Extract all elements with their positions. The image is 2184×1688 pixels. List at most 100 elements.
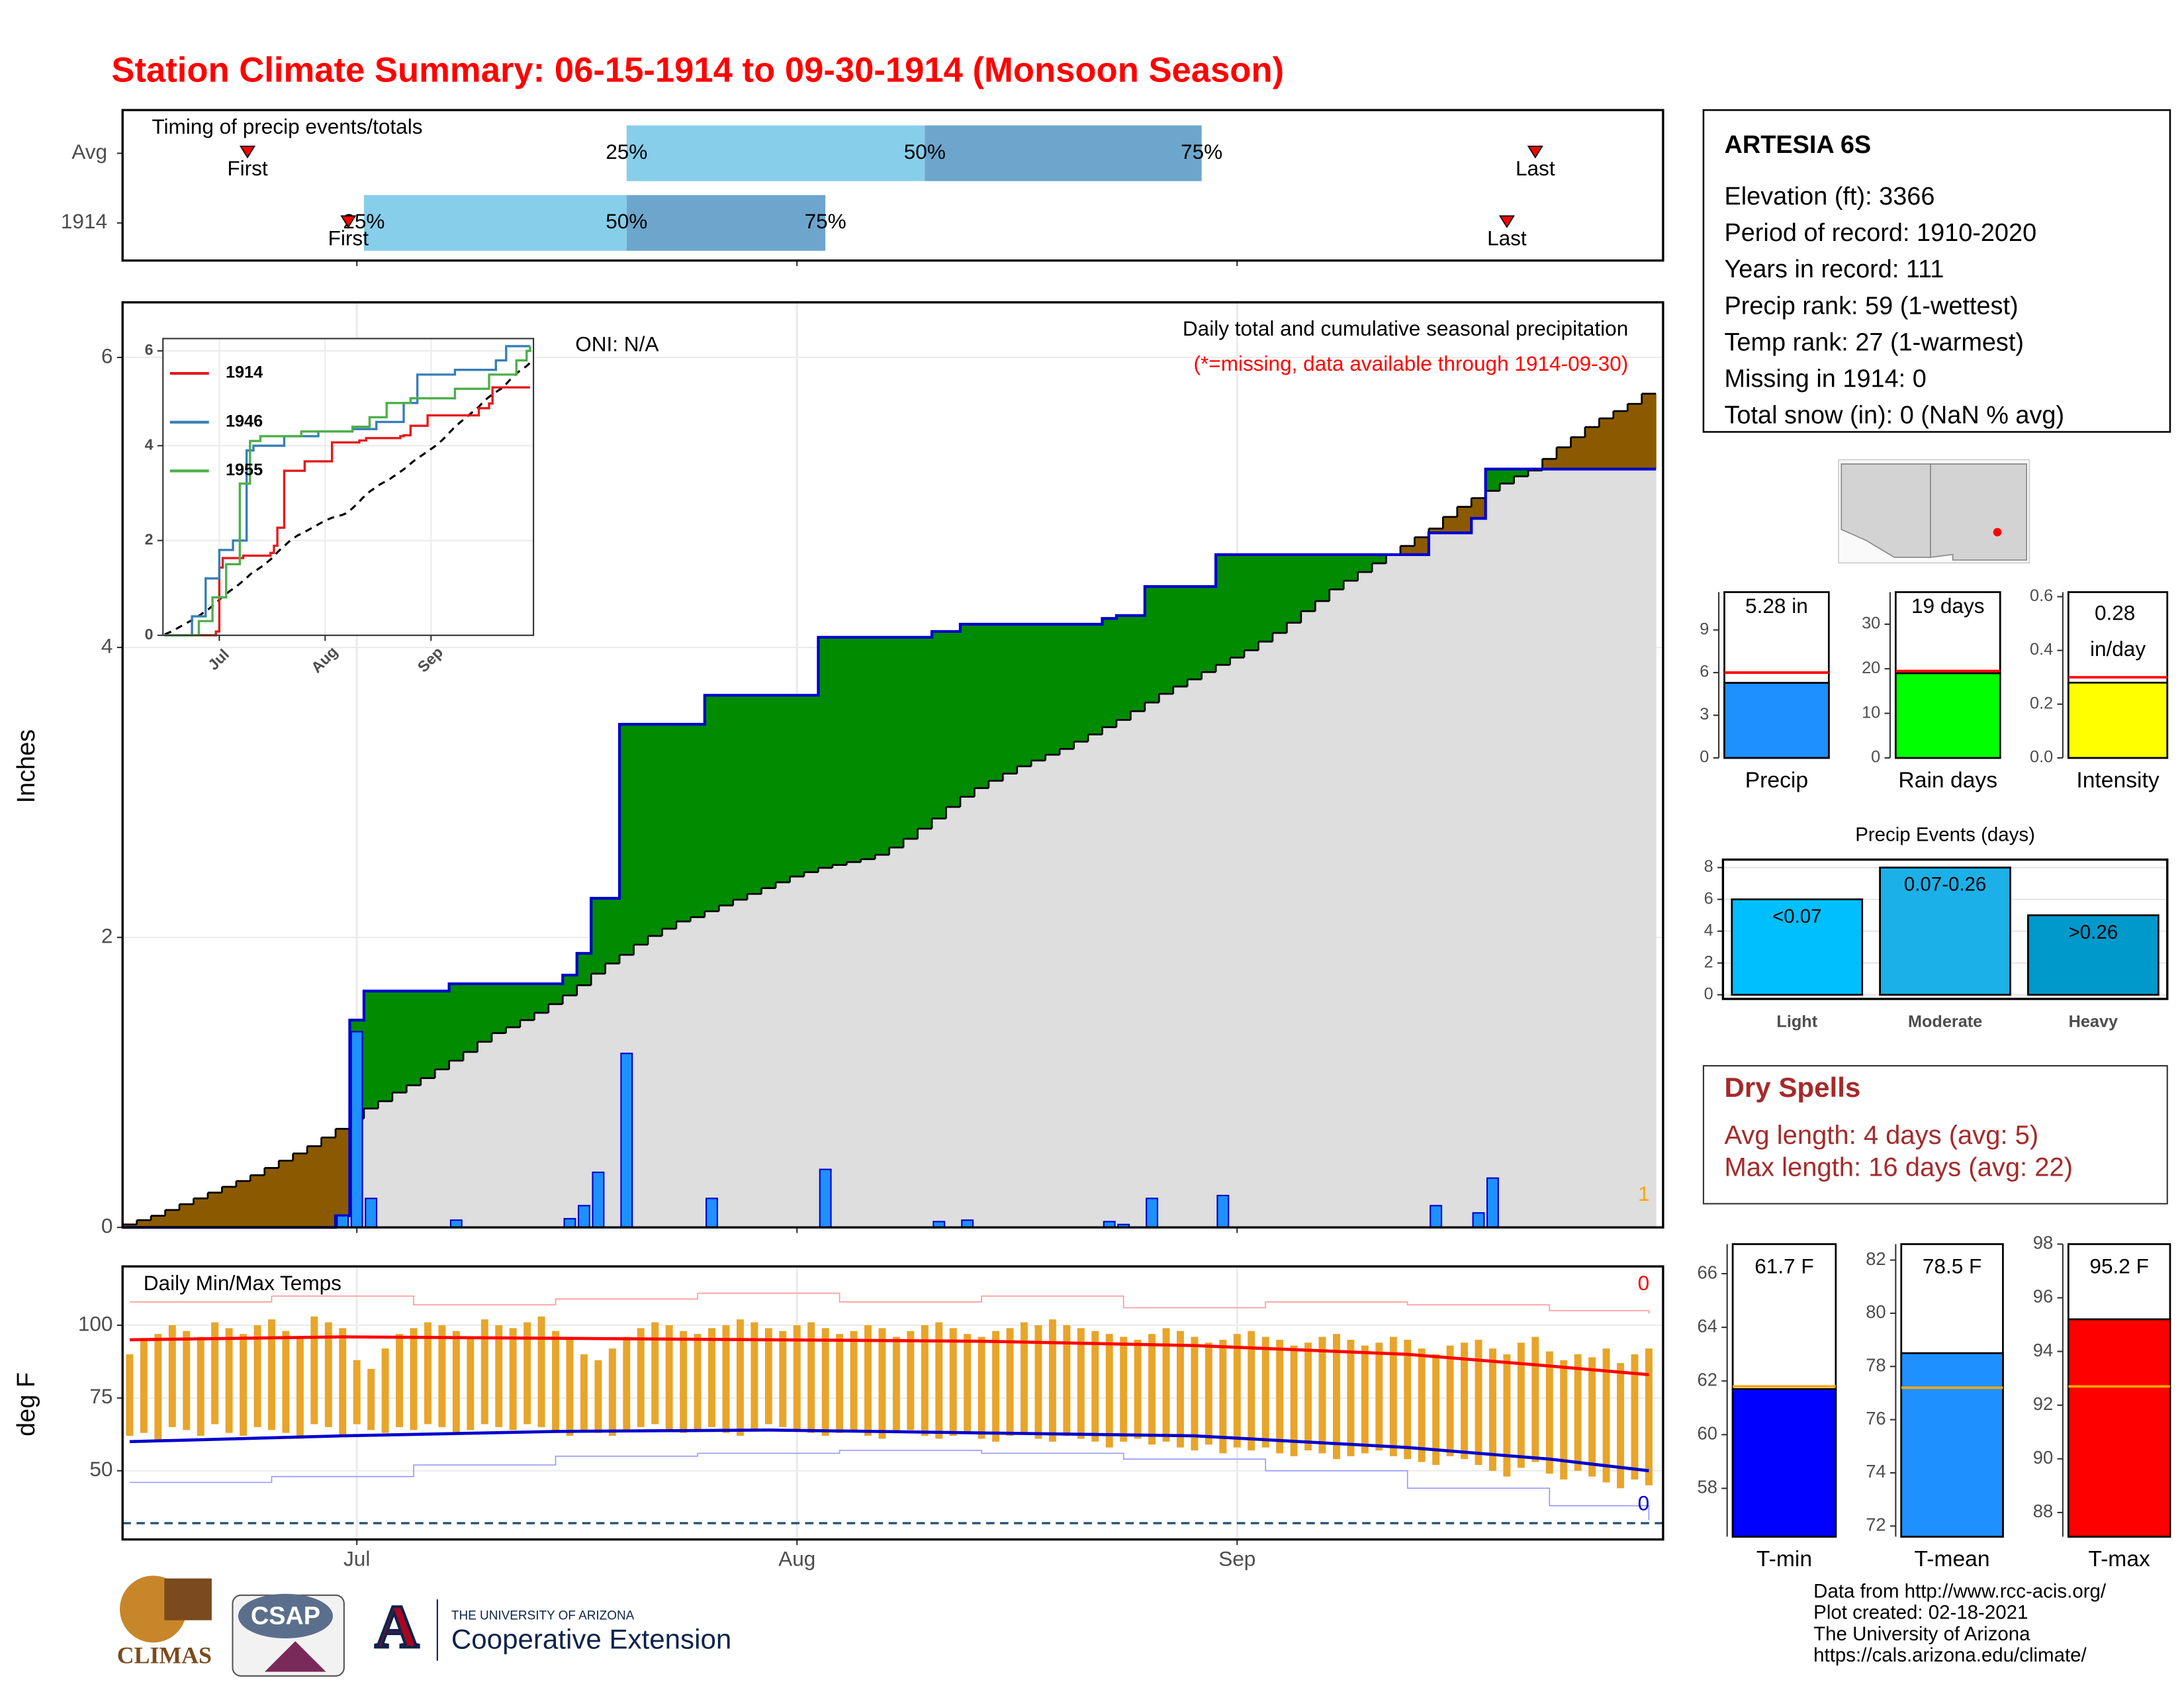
csap-logo: CSAP [251, 1602, 320, 1630]
normal-area [719, 905, 734, 1228]
temp-range-bar [864, 1325, 872, 1436]
temp-range-bar [1290, 1345, 1298, 1456]
normal-area [875, 855, 890, 1228]
temp-range-bar [296, 1336, 304, 1439]
surplus-area [1187, 586, 1203, 680]
normal-area [776, 882, 791, 1228]
temp-range-bar [764, 1328, 772, 1425]
inset-series [164, 346, 531, 637]
temp-range-bar [1162, 1328, 1170, 1442]
deficit-area [165, 1209, 180, 1228]
temp-range-bar [751, 1322, 758, 1430]
temp-range-bar [396, 1334, 404, 1427]
temp-range-bar [1475, 1339, 1482, 1466]
chart-title: Daily total and cumulative seasonal prec… [1183, 316, 1628, 340]
value-label: 5.28 in [1745, 594, 1808, 618]
temp-range-bar [211, 1322, 219, 1425]
deficit-area [307, 1146, 322, 1228]
temp-range-bar [836, 1334, 844, 1433]
event-label: Last [1516, 156, 1555, 180]
surplus-area [1130, 615, 1146, 712]
surplus-area [1073, 624, 1089, 742]
surplus-area [676, 724, 691, 922]
event-marker [239, 146, 256, 159]
y-tick-label: 64 [1698, 1315, 1717, 1336]
normal-area [917, 828, 933, 1228]
normal-area [1130, 711, 1146, 1228]
deficit-area [264, 1168, 279, 1228]
surplus-area [548, 984, 563, 1004]
normal-area [1514, 476, 1529, 1228]
normal-area [435, 1069, 450, 1228]
range-label: >0.26 [2069, 921, 2118, 943]
y-tick-label: 0.0 [2030, 748, 2053, 767]
temp-range-bar [1418, 1348, 1426, 1462]
normal-area [647, 935, 663, 1228]
avg-min-line [129, 1428, 1649, 1473]
surplus-area [435, 991, 450, 1070]
row-label: Avg [71, 140, 107, 164]
value-label: 19 days [1911, 594, 1985, 618]
surplus-area [1088, 624, 1103, 735]
temp-range-bar [1148, 1334, 1156, 1445]
y-tick-label: 9 [1700, 620, 1709, 638]
normal-area [1017, 766, 1032, 1228]
record-low-line [129, 1450, 1650, 1521]
normal-area [1102, 727, 1117, 1228]
y-tick-label: 0 [1871, 748, 1880, 767]
surplus-area [591, 898, 606, 974]
surplus-area [988, 624, 1003, 781]
temp-range-bar [1645, 1348, 1653, 1485]
normal-area [406, 1085, 422, 1228]
oni-label: ONI: N/A [575, 332, 659, 355]
normal-area [1272, 633, 1288, 1228]
surplus-area [974, 624, 989, 788]
surplus-area [1173, 586, 1188, 687]
temp-range-bar [410, 1328, 418, 1430]
percent-label: 75% [805, 209, 846, 233]
normal-area [1073, 741, 1089, 1228]
temp-range-bar [722, 1325, 730, 1433]
event-marker [1498, 215, 1515, 228]
temp-range-bar [552, 1331, 560, 1433]
percent-label: 50% [606, 209, 647, 233]
event-label: Last [1487, 226, 1527, 250]
temp-range-bar [1574, 1354, 1582, 1471]
surplus-area [1315, 554, 1330, 601]
temp-range-bar [921, 1325, 929, 1436]
category-label: Intensity [2076, 769, 2160, 793]
temp-range-bar [1091, 1331, 1099, 1442]
station-line: Missing in 1914: 0 [1724, 365, 1926, 393]
surplus-area [534, 984, 549, 1013]
surplus-area [960, 624, 976, 797]
normal-area [1443, 533, 1458, 1228]
deficit-area [136, 1220, 152, 1228]
deficit-area [1556, 447, 1572, 469]
legend-label: 1946 [226, 412, 263, 430]
temp-range-bar [992, 1331, 1000, 1442]
category-label: T-max [2088, 1547, 2150, 1571]
footer-line: Data from http://www.rcc-acis.org/ [1813, 1580, 2107, 1602]
record-count: 1 [1638, 1182, 1650, 1205]
normal-area [1088, 734, 1103, 1228]
normal-area [576, 985, 592, 1228]
temp-range-bar [623, 1336, 631, 1430]
temp-range-bar [1560, 1360, 1568, 1480]
station-name: ARTESIA 6S [1724, 131, 1871, 159]
surplus-area [1485, 469, 1500, 491]
x-tick-label: Sep [1218, 1547, 1255, 1571]
surplus-area [889, 637, 904, 848]
inset-series [164, 386, 530, 637]
temp-range-bar [1545, 1351, 1553, 1474]
temp-range-bar [580, 1354, 588, 1430]
daily-bar [705, 1197, 718, 1229]
surplus-area [563, 975, 578, 996]
dry-spells-box [1702, 1064, 2168, 1205]
temp-range-bar [225, 1328, 233, 1433]
deficit-area [1542, 459, 1557, 469]
temp-range-bar [1006, 1328, 1014, 1436]
cumulative-line [122, 467, 1657, 1229]
y-tick-label: 98 [2033, 1233, 2053, 1253]
temp-range-bar [310, 1316, 318, 1425]
y-tick-label: 20 [1862, 659, 1880, 677]
